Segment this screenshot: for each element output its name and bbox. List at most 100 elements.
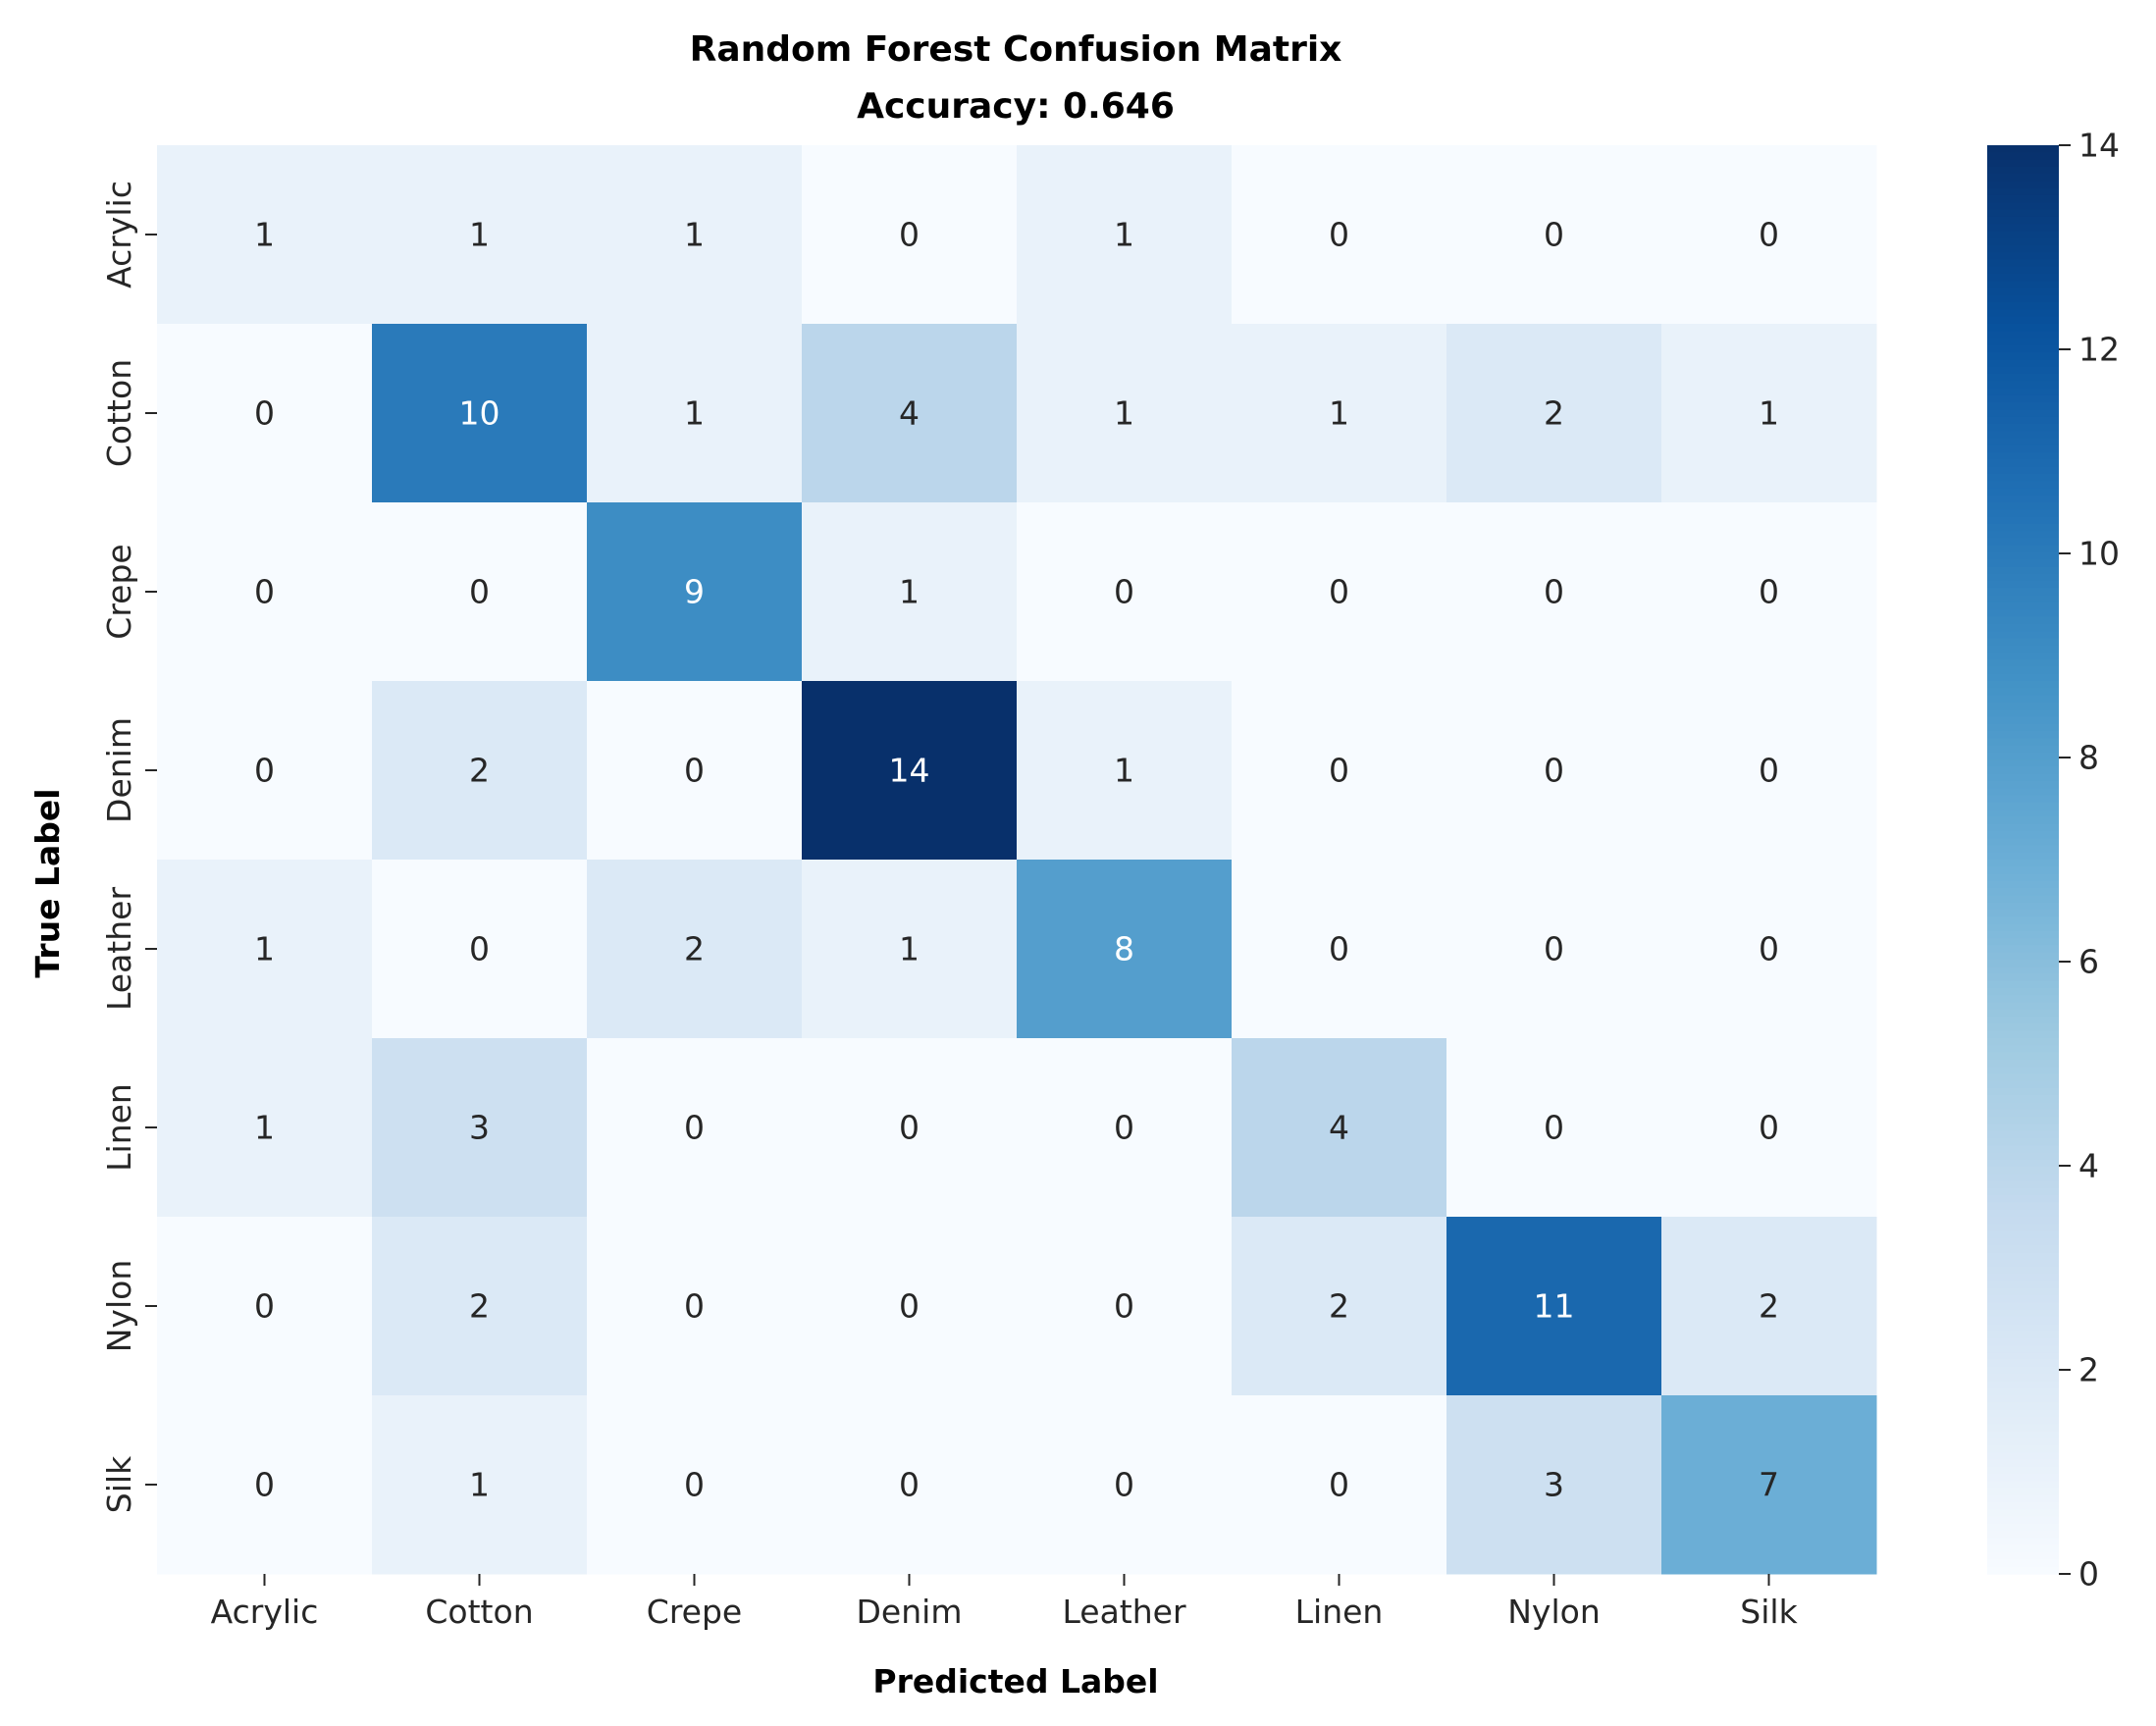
- colorbar-segment-158: [1987, 1274, 2059, 1281]
- colorbar-segment-60: [1987, 574, 2059, 582]
- colorbar-segment-38: [1987, 417, 2059, 425]
- colorbar-segment-137: [1987, 1124, 2059, 1131]
- colorbar-segment-120: [1987, 1003, 2059, 1011]
- colorbar-segment-24: [1987, 317, 2059, 325]
- cell-value-2-3: 1: [899, 573, 920, 611]
- colorbar-segment-139: [1987, 1138, 2059, 1146]
- colorbar-segment-20: [1987, 288, 2059, 296]
- cell-value-5-1: 3: [469, 1109, 490, 1147]
- colorbar-segment-127: [1987, 1053, 2059, 1061]
- colorbar-segment-6: [1987, 188, 2059, 196]
- colorbar-segment-183: [1987, 1452, 2059, 1460]
- cell-value-2-6: 0: [1544, 573, 1564, 611]
- cell-value-2-1: 0: [469, 573, 490, 611]
- colorbar-segment-113: [1987, 953, 2059, 961]
- cell-value-6-0: 0: [254, 1287, 275, 1326]
- colorbar-segment-85: [1987, 753, 2059, 760]
- colorbar-segment-177: [1987, 1410, 2059, 1418]
- colorbar-segment-184: [1987, 1460, 2059, 1468]
- colorbar-segment-67: [1987, 624, 2059, 632]
- x-axis-ticks: Acrylic Cotton Crepe Denim Leather Linen Nylon…: [211, 1574, 1799, 1631]
- colorbar-segment-72: [1987, 659, 2059, 667]
- y-axis-ticks: AcrylicCottonCrepeDenimLeatherLinenNylon…: [100, 181, 157, 1513]
- colorbar-segment-169: [1987, 1352, 2059, 1360]
- cell-value-1-2: 1: [684, 394, 705, 433]
- colorbar-segment-162: [1987, 1302, 2059, 1310]
- cell-value-4-7: 0: [1759, 930, 1779, 968]
- cell-value-4-6: 0: [1544, 930, 1564, 968]
- colorbar-segment-68: [1987, 631, 2059, 639]
- colorbar-segment-166: [1987, 1331, 2059, 1338]
- colorbar-tick-label-5: 10: [2078, 535, 2120, 573]
- y-tick-label-5: Linen: [100, 1083, 138, 1172]
- cell-value-0-1: 1: [469, 216, 490, 254]
- cell-value-3-4: 1: [1114, 752, 1134, 790]
- colorbar-segment-197: [1987, 1552, 2059, 1560]
- colorbar-segment-45: [1987, 467, 2059, 475]
- colorbar-segment-140: [1987, 1145, 2059, 1153]
- colorbar-segment-156: [1987, 1260, 2059, 1268]
- cell-value-4-1: 0: [469, 930, 490, 968]
- chart-title: Random Forest Confusion Matrix: [690, 29, 1342, 70]
- chart-subtitle: Accuracy: 0.646: [857, 86, 1175, 127]
- cell-value-6-7: 2: [1759, 1287, 1779, 1326]
- colorbar-segment-152: [1987, 1231, 2059, 1239]
- colorbar-segment-112: [1987, 945, 2059, 953]
- colorbar-segment-164: [1987, 1317, 2059, 1325]
- colorbar-segment-101: [1987, 866, 2059, 874]
- colorbar-segment-133: [1987, 1095, 2059, 1103]
- colorbar-segment-29: [1987, 352, 2059, 360]
- colorbar-segment-17: [1987, 267, 2059, 275]
- cell-value-6-6: 11: [1534, 1287, 1575, 1326]
- colorbar-segment-21: [1987, 295, 2059, 303]
- colorbar-segment-81: [1987, 724, 2059, 732]
- colorbar-segment-66: [1987, 616, 2059, 624]
- colorbar-segment-198: [1987, 1559, 2059, 1567]
- colorbar-segment-7: [1987, 195, 2059, 203]
- colorbar-segment-123: [1987, 1023, 2059, 1031]
- colorbar-segment-108: [1987, 916, 2059, 924]
- colorbar-segment-118: [1987, 988, 2059, 996]
- colorbar-segment-167: [1987, 1338, 2059, 1346]
- cell-value-7-6: 3: [1544, 1466, 1564, 1504]
- colorbar-segment-102: [1987, 874, 2059, 882]
- cell-value-0-4: 1: [1114, 216, 1134, 254]
- colorbar-segment-174: [1987, 1388, 2059, 1396]
- colorbar-segment-175: [1987, 1395, 2059, 1403]
- colorbar-segment-74: [1987, 674, 2059, 682]
- colorbar-segment-147: [1987, 1195, 2059, 1203]
- colorbar-segment-64: [1987, 602, 2059, 610]
- colorbar-segment-46: [1987, 474, 2059, 482]
- cell-value-6-5: 2: [1329, 1287, 1349, 1326]
- colorbar-segment-173: [1987, 1381, 2059, 1388]
- colorbar-segment-90: [1987, 788, 2059, 796]
- colorbar-segment-62: [1987, 588, 2059, 596]
- colorbar-segment-144: [1987, 1174, 2059, 1181]
- x-tick-label-7: Silk: [1740, 1593, 1798, 1631]
- x-tick-label-5: Linen: [1295, 1593, 1384, 1631]
- cell-value-4-5: 0: [1329, 930, 1349, 968]
- cell-value-7-0: 0: [254, 1466, 275, 1504]
- colorbar-segment-157: [1987, 1267, 2059, 1275]
- colorbar-segment-150: [1987, 1217, 2059, 1225]
- colorbar-segment-125: [1987, 1038, 2059, 1046]
- cell-value-5-4: 0: [1114, 1109, 1134, 1147]
- colorbar-segment-87: [1987, 766, 2059, 774]
- colorbar-segment-98: [1987, 845, 2059, 853]
- colorbar-segment-196: [1987, 1545, 2059, 1553]
- colorbar-segment-163: [1987, 1310, 2059, 1318]
- colorbar-segment-83: [1987, 738, 2059, 746]
- cell-value-7-3: 0: [899, 1466, 920, 1504]
- colorbar-segment-59: [1987, 567, 2059, 575]
- y-tick-label-6: Nylon: [100, 1260, 138, 1353]
- colorbar-segment-161: [1987, 1295, 2059, 1303]
- colorbar-segment-80: [1987, 716, 2059, 724]
- cell-value-1-4: 1: [1114, 394, 1134, 433]
- colorbar-segment-182: [1987, 1445, 2059, 1453]
- cell-value-7-1: 1: [469, 1466, 490, 1504]
- colorbar-segment-75: [1987, 681, 2059, 689]
- cell-value-4-2: 2: [684, 930, 705, 968]
- colorbar-segment-134: [1987, 1103, 2059, 1111]
- colorbar-segment-179: [1987, 1424, 2059, 1432]
- colorbar-tick-label-4: 8: [2078, 739, 2099, 777]
